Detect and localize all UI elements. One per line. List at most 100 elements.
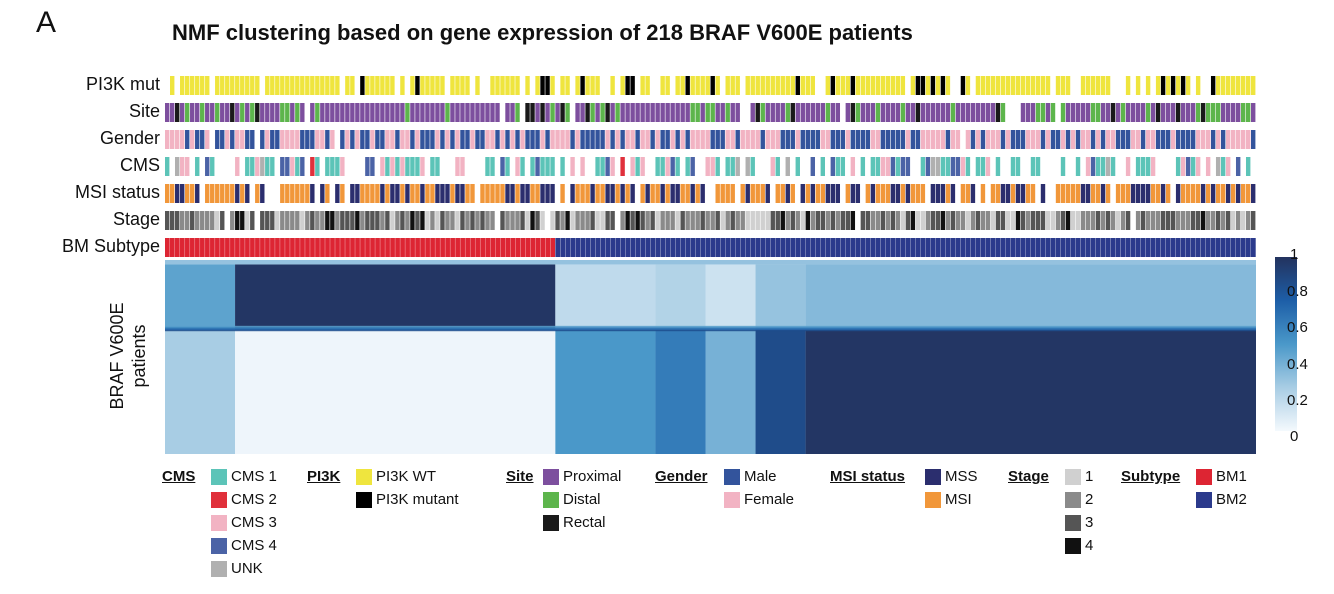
msi-cell (400, 184, 405, 203)
site-cell (440, 103, 445, 122)
pi3k-cell (440, 76, 445, 95)
consensus-matrix (165, 260, 1256, 454)
legend-item-stage-1: 1 (1065, 468, 1093, 485)
cms-cell (995, 157, 1001, 176)
site-cell (660, 103, 665, 122)
site-cell (1235, 103, 1241, 122)
pi3k-cell (705, 76, 710, 95)
gender-cell (580, 130, 585, 149)
pi3k-cell (220, 76, 225, 95)
site-cell (1200, 103, 1206, 122)
subtype-cell (605, 238, 611, 257)
stage-cell (1100, 211, 1106, 230)
subtype-cell (250, 238, 255, 257)
site-cell (1020, 103, 1026, 122)
msi-cell (480, 184, 485, 203)
site-cell (1045, 103, 1051, 122)
gender-cell (900, 130, 906, 149)
pi3k-cell (855, 76, 861, 95)
legend-item-female: Female (724, 491, 794, 508)
site-cell (420, 103, 425, 122)
site-cell (1170, 103, 1176, 122)
pi3k-cell (420, 76, 425, 95)
msi-cell (685, 184, 690, 203)
subtype-cell (1115, 238, 1121, 257)
stage-cell (1170, 211, 1176, 230)
pi3k-cell (1210, 76, 1216, 95)
gender-cell (200, 130, 205, 149)
pi3k-cell (735, 76, 740, 95)
pi3k-cell (235, 76, 240, 95)
msi-cell (720, 184, 725, 203)
msi-cell (660, 184, 665, 203)
gender-cell (1170, 130, 1176, 149)
pi3k-cell (995, 76, 1001, 95)
site-cell (165, 103, 170, 122)
stage-cell (845, 211, 851, 230)
gender-cell (830, 130, 836, 149)
cms-cell (630, 157, 635, 176)
pi3k-cell (980, 76, 986, 95)
site-cell (930, 103, 936, 122)
msi-cell (775, 184, 780, 203)
gender-cell (325, 130, 330, 149)
subtype-cell (510, 238, 516, 257)
site-cell (1120, 103, 1126, 122)
gender-cell (730, 130, 735, 149)
gender-cell (330, 130, 335, 149)
pi3k-cell (835, 76, 841, 95)
gender-cell (185, 130, 190, 149)
cms-cell (750, 157, 755, 176)
subtype-cell (840, 238, 846, 257)
site-cell (270, 103, 275, 122)
cms-cell (715, 157, 720, 176)
subtype-cell (445, 238, 450, 257)
swatch (211, 468, 227, 485)
site-cell (355, 103, 360, 122)
heatmap-block (655, 264, 706, 330)
site-cell (990, 103, 996, 122)
msi-cell (505, 184, 510, 203)
site-cell (385, 103, 390, 122)
msi-cell (1190, 184, 1196, 203)
stage-cell (620, 211, 625, 230)
pi3k-cell (1010, 76, 1016, 95)
msi-cell (850, 184, 856, 203)
msi-cell (515, 184, 520, 203)
site-cell (750, 103, 755, 122)
msi-cell (820, 184, 825, 203)
site-cell (980, 103, 986, 122)
legend-item-cms2: CMS 2 (211, 491, 277, 508)
gender-cell (1225, 130, 1231, 149)
gender-cell (250, 130, 255, 149)
subtype-cell (555, 238, 561, 257)
swatch (543, 468, 559, 485)
msi-cell (1180, 184, 1186, 203)
pi3k-cell (750, 76, 755, 95)
stage-cell (975, 211, 981, 230)
stage-cell (880, 211, 886, 230)
msi-cell (690, 184, 695, 203)
msi-cell (390, 184, 395, 203)
site-cell (590, 103, 595, 122)
pi3k-cell (595, 76, 600, 95)
msi-cell (1080, 184, 1086, 203)
legend-title-gender: Gender (655, 468, 708, 485)
cms-cell (385, 157, 390, 176)
pi3k-cell (1215, 76, 1221, 95)
subtype-cell (615, 238, 621, 257)
gender-cell (975, 130, 981, 149)
gender-cell (535, 130, 540, 149)
gender-cell (895, 130, 901, 149)
subtype-cell (875, 238, 881, 257)
msi-cell (570, 184, 575, 203)
heatmap-block (705, 264, 756, 330)
subtype-cell (750, 238, 756, 257)
gender-cell (1195, 130, 1201, 149)
subtype-cell (225, 238, 230, 257)
gender-cell (370, 130, 375, 149)
subtype-cell (400, 238, 405, 257)
subtype-cell (350, 238, 355, 257)
msi-cell (410, 184, 415, 203)
pi3k-cell (330, 76, 335, 95)
